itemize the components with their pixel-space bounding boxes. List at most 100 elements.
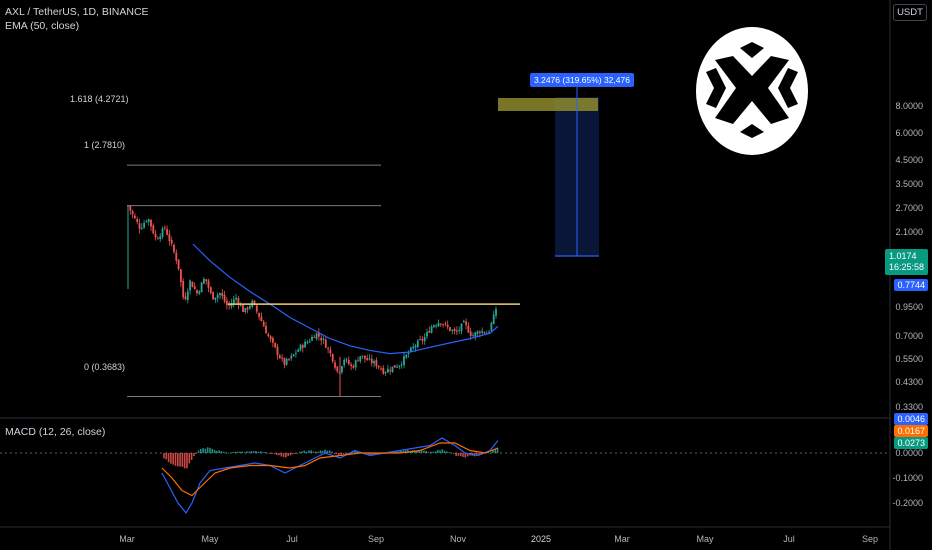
candle-body: [384, 372, 387, 374]
candle-body: [476, 331, 479, 334]
candle-body: [140, 227, 143, 229]
candle-body: [472, 335, 474, 337]
candle-body: [223, 294, 226, 302]
candle-body: [380, 368, 382, 370]
candle-body: [226, 300, 228, 306]
macd-histogram-bar: [397, 451, 400, 453]
macd-histogram-bar: [232, 452, 234, 453]
macd-histogram-bar: [395, 451, 398, 453]
macd-histogram-bar: [459, 453, 462, 457]
macd-histogram-bar: [278, 453, 280, 456]
last-price-tag: 1.0174 16:25:58: [884, 249, 928, 275]
macd-histogram-bar: [188, 453, 191, 464]
macd-histogram-bar: [271, 453, 273, 454]
candle-body: [453, 329, 456, 332]
candle-body: [189, 280, 191, 291]
candle-body: [322, 338, 325, 340]
macd-tick-label: -0.1000: [892, 473, 923, 483]
macd-histogram-bar: [206, 447, 209, 453]
macd-histogram-bar: [354, 450, 356, 453]
macd-histogram-bar: [404, 450, 407, 453]
candles: [127, 204, 497, 397]
macd-panel: [161, 437, 499, 515]
candle-body: [232, 299, 235, 304]
candle-body: [295, 352, 297, 354]
time-tick-label: May: [201, 534, 219, 544]
candle-body: [297, 349, 300, 352]
macd-legend[interactable]: MACD (12, 26, close): [5, 426, 106, 438]
candle-body: [368, 358, 371, 360]
candle-body: [138, 223, 141, 229]
macd-histogram-bar: [250, 451, 253, 453]
candle-body: [345, 359, 348, 361]
macd-histogram-bar: [298, 451, 301, 453]
macd-histogram-bar: [340, 453, 342, 455]
candle-body: [469, 331, 472, 337]
macd-histogram-bar: [183, 453, 186, 469]
candle-body: [267, 334, 270, 337]
candle-body: [246, 307, 249, 310]
candle-body: [419, 339, 421, 341]
macd-histogram-bar: [344, 453, 347, 454]
candle-body: [364, 355, 366, 359]
candle-body: [439, 323, 442, 325]
candle-body: [175, 252, 178, 261]
candle-body: [221, 293, 224, 297]
macd-histogram-bar: [255, 451, 257, 453]
candle-body: [262, 321, 265, 327]
symbol-title[interactable]: AXL / TetherUS, 1D, BINANCE: [5, 6, 149, 18]
candle-body: [437, 322, 440, 327]
candle-body: [492, 314, 495, 325]
time-tick-label: Jul: [286, 534, 298, 544]
macd-histogram-bar: [204, 448, 207, 453]
macd-histogram-bar: [310, 450, 312, 453]
macd-histogram-bar: [213, 449, 216, 453]
candle-body: [244, 307, 247, 313]
candle-body: [331, 354, 334, 362]
price-tick-label: 3.5000: [895, 178, 923, 189]
measure-tool[interactable]: [498, 84, 599, 257]
candle-body: [357, 360, 359, 362]
macd-histogram-bar: [450, 452, 453, 454]
candle-body: [370, 358, 373, 364]
candle-body: [159, 236, 162, 240]
candle-body: [361, 355, 364, 357]
candle-body: [407, 352, 410, 354]
macd-histogram-bar: [439, 450, 441, 453]
price-tick-label: 2.1000: [895, 227, 923, 238]
macd-histogram-bar: [252, 451, 255, 453]
macd-histogram-bar: [227, 452, 230, 454]
candle-body: [324, 339, 327, 348]
candle-body: [283, 358, 286, 365]
time-tick-label: 2025: [530, 534, 552, 544]
candle-body: [154, 233, 157, 238]
macd-histogram-bar: [356, 451, 358, 453]
macd-histogram-bar: [425, 450, 427, 453]
macd-histogram-bar: [282, 453, 285, 457]
candle-body: [242, 305, 244, 313]
macd-histogram-bar: [275, 453, 278, 456]
candle-body: [458, 329, 461, 331]
countdown-value: 16:25:58: [888, 262, 924, 272]
candle-body: [182, 280, 185, 298]
candle-body: [163, 227, 166, 229]
candle-body: [483, 332, 486, 334]
candle-body: [129, 205, 132, 211]
currency-button[interactable]: USDT: [893, 4, 927, 21]
macd-histogram-bar: [476, 453, 478, 456]
candle-body: [292, 354, 295, 357]
candle-body: [150, 219, 152, 227]
macd-histogram-bar: [305, 451, 308, 453]
candle-body: [134, 215, 136, 219]
candle-body: [239, 305, 242, 307]
candle-body: [382, 367, 385, 374]
candle-body: [136, 219, 139, 222]
candle-body: [403, 356, 405, 366]
macd-histogram-bar: [266, 452, 269, 454]
macd-histogram-bar: [402, 450, 404, 453]
signal-line: [161, 442, 499, 497]
ema-legend[interactable]: EMA (50, close): [5, 20, 80, 32]
candle-body: [198, 291, 201, 294]
macd-histogram-bar: [446, 451, 448, 453]
